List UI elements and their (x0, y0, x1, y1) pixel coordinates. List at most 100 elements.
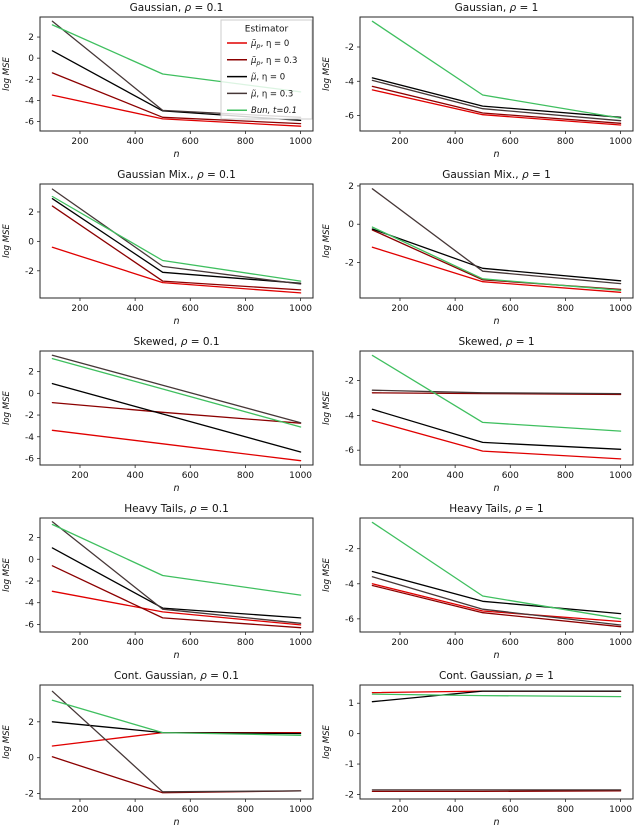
series-line-mu_p_eta03 (51, 205, 302, 291)
series-line-mu_p_eta0 (51, 590, 302, 626)
series-line-bun (371, 521, 622, 620)
series-line-mu_p_eta0 (371, 246, 622, 293)
subplot-gaussian-mix-rho-0.1: 2 0 -2 200 400 600 800 1000 Gaussian Mix., ρ = 0… (0, 167, 320, 334)
legend-item-label: μ̃, η = 0.3 (250, 89, 293, 99)
axes-box (39, 517, 314, 633)
chart-title: Skewed, ρ = 1 (458, 336, 534, 348)
series-line-mu_p_eta0 (51, 246, 302, 294)
chart-svg: 2 0 -2 200 400 600 800 1000 Cont. Gaussian, ρ = … (2, 670, 314, 828)
series-line-mu_eta0 (371, 77, 622, 118)
y-tick-label: -4 (25, 599, 34, 609)
chart-title: Heavy Tails, ρ = 0.1 (124, 503, 229, 515)
subplot-cont-gaussian-rho-0.1: 2 0 -2 200 400 600 800 1000 Cont. Gaussian, ρ = … (0, 668, 320, 835)
series-line-mu_eta03 (371, 576, 622, 626)
y-axis-label: log MSE (2, 557, 12, 591)
x-tick-label: 400 (127, 805, 144, 815)
chart-svg: 2 0 -2 200 400 600 800 1000 Gaussian Mix., ρ = 0… (2, 169, 314, 327)
y-tick-label: -2 (345, 790, 354, 800)
x-tick-label: 600 (182, 304, 199, 314)
subplot-skewed-rho-0.1: 2 0 -2 -4 -6 200 400 600 800 1000 Skewed, ρ = 0.1 l… (0, 334, 320, 501)
y-tick-label: -6 (345, 446, 354, 456)
x-tick-label: 1000 (609, 638, 632, 648)
series-line-mu_eta03 (371, 188, 622, 285)
axes-box (39, 350, 314, 466)
series-line-mu_eta03 (51, 521, 302, 624)
subplot-gaussian-rho-1: -2 -4 -6 200 400 600 800 1000 Gaussian, ρ = 1 log… (320, 0, 640, 167)
axes-box (359, 350, 634, 466)
y-tick-label: 0 (28, 54, 34, 64)
x-tick-label: 200 (391, 471, 408, 481)
y-tick-label: 0 (28, 237, 34, 247)
x-axis-label: n (173, 650, 179, 661)
y-tick-label: -4 (25, 96, 34, 106)
x-tick-label: 800 (237, 137, 254, 147)
x-tick-label: 1000 (609, 805, 632, 815)
series-line-mu_p_eta03 (51, 401, 302, 424)
chart-svg: 2 0 -2 -4 -6 200 400 600 800 1000 Heavy Tails, ρ =… (2, 503, 314, 661)
y-tick-label: -4 (345, 77, 354, 87)
chart-title: Heavy Tails, ρ = 1 (449, 503, 543, 515)
y-axis-label: log MSE (2, 223, 12, 257)
chart-title: Gaussian, ρ = 1 (455, 2, 539, 14)
x-tick-label: 400 (447, 137, 464, 147)
series-line-mu_eta0 (51, 198, 302, 284)
x-tick-label: 200 (71, 805, 88, 815)
y-tick-label: -4 (345, 411, 354, 421)
y-tick-label: -2 (345, 377, 354, 387)
series-line-mu_p_eta0 (51, 94, 302, 127)
y-tick-label: -2 (25, 790, 34, 800)
y-tick-label: 0 (28, 389, 34, 399)
chart-title: Gaussian, ρ = 0.1 (130, 2, 224, 14)
y-axis-label: log MSE (322, 557, 332, 591)
series-line-mu_eta0 (371, 690, 622, 703)
series-line-mu_eta0 (51, 382, 302, 453)
x-tick-label: 800 (237, 805, 254, 815)
subplot-heavy-tails-rho-0.1: 2 0 -2 -4 -6 200 400 600 800 1000 Heavy Tails, ρ =… (0, 501, 320, 668)
y-tick-label: -6 (345, 112, 354, 122)
subplot-gaussian-rho-0.1: 2 0 -2 -4 -6 200 400 600 800 1000 Gaussian, ρ = 0.… (0, 0, 320, 167)
series-line-mu_p_eta03 (371, 85, 622, 124)
x-axis-label: n (173, 149, 179, 160)
x-tick-label: 600 (182, 638, 199, 648)
series-line-bun (371, 226, 622, 291)
series-line-mu_p_eta0 (371, 583, 622, 623)
x-tick-label: 800 (557, 805, 574, 815)
series-line-mu_eta0 (51, 547, 302, 619)
x-tick-label: 200 (71, 304, 88, 314)
subplot-gaussian-mix-rho-1: 2 0 -2 200 400 600 800 1000 Gaussian Mix., ρ = 1… (320, 167, 640, 334)
x-tick-label: 200 (391, 638, 408, 648)
x-tick-label: 400 (447, 805, 464, 815)
series-line-mu_p_eta03 (51, 565, 302, 629)
chart-svg: 2 0 -2 -4 -6 200 400 600 800 1000 Gaussian, ρ = 0.… (2, 2, 314, 160)
y-tick-label: 2 (28, 534, 34, 544)
y-tick-label: -6 (25, 454, 34, 464)
x-tick-label: 1000 (609, 471, 632, 481)
x-tick-label: 400 (127, 471, 144, 481)
x-tick-label: 1000 (289, 137, 312, 147)
series-line-bun (371, 354, 622, 432)
y-tick-label: -1 (345, 760, 354, 770)
series-line-bun (371, 693, 622, 698)
legend-box (220, 19, 313, 120)
legend-item-label: μ̃, η = 0 (250, 73, 285, 83)
chart-svg: 2 0 -2 200 400 600 800 1000 Gaussian Mix., ρ = 1… (322, 169, 634, 327)
x-tick-label: 800 (237, 471, 254, 481)
x-tick-label: 1000 (609, 304, 632, 314)
series-line-mu_p_eta03 (371, 392, 622, 396)
x-tick-label: 200 (391, 137, 408, 147)
y-axis-label: log MSE (2, 724, 12, 758)
chart-svg: -2 -4 -6 200 400 600 800 1000 Skewed, ρ = 1 log M… (322, 336, 634, 494)
chart-title: Cont. Gaussian, ρ = 1 (439, 670, 554, 682)
y-tick-label: -2 (25, 267, 34, 277)
y-tick-label: 2 (28, 33, 34, 43)
x-tick-label: 400 (447, 471, 464, 481)
series-line-mu_eta03 (51, 354, 302, 424)
series-line-mu_eta03 (371, 79, 622, 122)
y-tick-label: -2 (345, 43, 354, 53)
legend-title: Estimator (245, 25, 289, 35)
x-tick-label: 600 (182, 137, 199, 147)
x-tick-label: 600 (502, 471, 519, 481)
y-tick-label: -4 (345, 580, 354, 590)
series-line-mu_p_eta0 (51, 429, 302, 462)
